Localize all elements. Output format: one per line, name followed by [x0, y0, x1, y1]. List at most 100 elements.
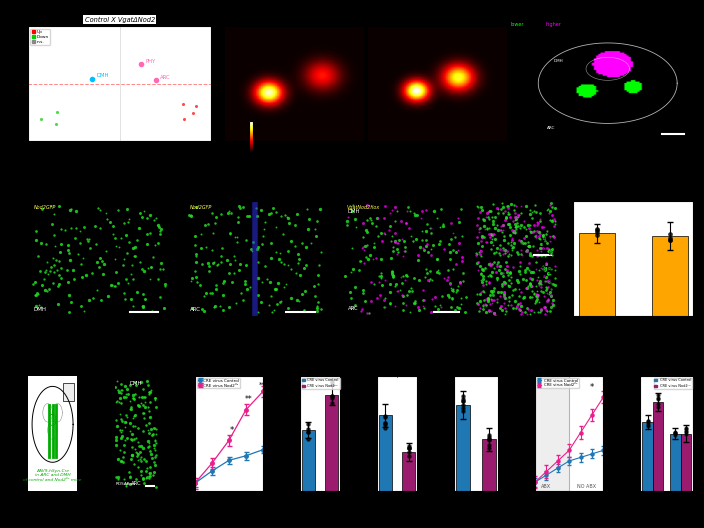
Text: G: G	[23, 361, 30, 371]
Point	[562, 144, 573, 152]
Point	[122, 103, 133, 112]
Point	[670, 429, 681, 437]
Point	[96, 130, 108, 138]
Legend: CRE virus Control, CRE virus Nod2ᶠˡˢ: CRE virus Control, CRE virus Nod2ᶠˡˢ	[537, 378, 579, 388]
Point	[670, 430, 681, 439]
Point	[569, 78, 580, 86]
Point	[494, 164, 505, 172]
Point	[672, 54, 683, 62]
Point	[487, 72, 498, 81]
Point	[591, 228, 603, 237]
Point	[131, 85, 142, 93]
Y-axis label: Unrolled cotton (%): Unrolled cotton (%)	[431, 410, 436, 457]
Point	[648, 221, 659, 229]
Y-axis label: Delta temp (°C): Delta temp (°C)	[355, 414, 360, 453]
Point	[123, 118, 134, 126]
Point	[303, 428, 314, 437]
Point	[664, 236, 675, 244]
Point	[355, 194, 366, 202]
Point	[546, 173, 558, 181]
Point	[553, 239, 564, 248]
Point	[12, 198, 23, 206]
Text: Heatmaps: Heatmaps	[348, 17, 391, 26]
Point	[136, 121, 147, 129]
Point	[596, 204, 608, 212]
Point	[104, 87, 115, 96]
Point	[144, 132, 155, 140]
Point	[84, 96, 96, 104]
Point	[87, 110, 99, 119]
Point	[641, 115, 652, 123]
Point	[670, 429, 681, 437]
Point	[368, 25, 379, 33]
Point	[114, 98, 125, 107]
Point	[172, 96, 184, 105]
Title: Control: Control	[281, 20, 306, 26]
Bar	[325, 395, 339, 491]
Point	[584, 205, 595, 214]
Text: ARC: ARC	[348, 306, 358, 312]
Point	[672, 119, 684, 127]
Point	[642, 419, 653, 428]
Point	[112, 103, 123, 112]
Point	[117, 112, 128, 121]
Point	[281, 108, 292, 116]
Point	[558, 176, 570, 184]
Point	[115, 122, 127, 130]
Point	[101, 84, 112, 93]
Text: AAV9-hSyn-Cre
in ARC and DMH
of control and Nod2ᶠˡˢ mice: AAV9-hSyn-Cre in ARC and DMH of control …	[23, 469, 82, 482]
Point	[80, 99, 92, 108]
Point	[111, 112, 122, 121]
Point	[89, 115, 101, 124]
Point	[541, 83, 553, 91]
Point	[161, 159, 172, 167]
Legend: CRE virus Control, CRE virus Nod2ᶠˡˢ: CRE virus Control, CRE virus Nod2ᶠˡˢ	[301, 378, 339, 389]
Point	[151, 76, 162, 84]
Text: VgatNod2flox: VgatNod2flox	[346, 205, 379, 210]
Point	[104, 95, 115, 103]
Point	[85, 90, 96, 99]
Point	[99, 92, 111, 101]
Point	[115, 92, 127, 100]
Point	[183, 53, 194, 61]
Point	[144, 127, 155, 135]
Point	[70, 96, 82, 105]
Point	[118, 131, 130, 140]
Point	[537, 191, 548, 200]
Point	[152, 305, 163, 314]
Point	[338, 81, 349, 89]
Point	[290, 138, 301, 146]
Point	[111, 125, 122, 133]
Point	[676, 77, 687, 86]
Point	[132, 112, 143, 120]
Point	[124, 108, 135, 116]
Point	[109, 128, 120, 136]
Point	[439, 27, 450, 36]
Point	[117, 129, 128, 137]
Point	[123, 117, 134, 125]
Point	[95, 135, 106, 144]
Point	[133, 89, 144, 98]
Point	[96, 131, 107, 139]
Point	[107, 114, 118, 122]
Point	[132, 96, 144, 104]
Point	[372, 70, 383, 78]
Point	[114, 124, 125, 133]
Point	[188, 156, 199, 164]
Point	[363, 143, 374, 152]
Point	[90, 88, 101, 96]
Point	[107, 90, 118, 99]
Text: NO ABX: NO ABX	[577, 484, 596, 489]
Point	[94, 92, 105, 100]
Point	[110, 121, 121, 130]
Point	[112, 103, 123, 111]
Point	[121, 84, 132, 93]
Point	[116, 132, 127, 140]
Y-axis label: Food consumed in 48h
(g): Food consumed in 48h (g)	[274, 406, 284, 461]
Point	[177, 100, 189, 108]
Point	[88, 95, 99, 103]
Point	[458, 395, 469, 403]
Point	[108, 123, 119, 131]
Point	[151, 93, 162, 101]
Point	[88, 128, 99, 137]
